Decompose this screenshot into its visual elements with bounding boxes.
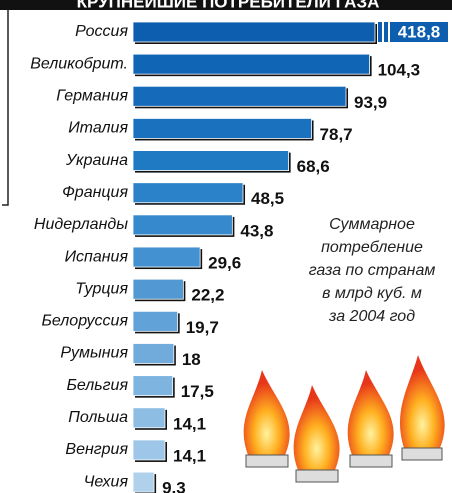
bar-break bbox=[378, 22, 382, 42]
y-tick-label: Россия bbox=[75, 23, 128, 40]
bar bbox=[132, 85, 347, 107]
bar bbox=[132, 278, 184, 300]
y-tick-label: Венгрия bbox=[65, 441, 128, 458]
value-label: 78,7 bbox=[320, 125, 353, 144]
annotation: в млрд куб. м bbox=[322, 285, 422, 302]
bar bbox=[132, 343, 175, 364]
bar bbox=[132, 439, 166, 461]
frame bbox=[2, 10, 9, 206]
value-label: 22,2 bbox=[191, 286, 224, 305]
value-label: 9,3 bbox=[162, 479, 186, 493]
annotation: потребление bbox=[321, 239, 423, 256]
y-tick-label: Германия bbox=[56, 88, 128, 105]
value-label: 18 bbox=[182, 350, 201, 369]
y-tick-label: Белоруссия bbox=[41, 313, 128, 330]
value-label: 17,5 bbox=[181, 382, 214, 401]
y-tick-label: Италия bbox=[68, 120, 128, 137]
value-label: 43,8 bbox=[240, 221, 273, 240]
value-label: 104,3 bbox=[378, 61, 421, 80]
value-label: 48,5 bbox=[251, 189, 284, 208]
y-tick-label: Чехия bbox=[84, 473, 129, 490]
y-tick-label: Украина bbox=[65, 152, 128, 169]
y-tick-label: Великобрит. bbox=[30, 55, 128, 72]
bar bbox=[132, 53, 371, 75]
bar bbox=[132, 21, 376, 43]
bar bbox=[132, 471, 155, 493]
y-tick-label: Нидерланды bbox=[34, 216, 128, 233]
y-tick-label: Испания bbox=[65, 248, 129, 265]
bar bbox=[132, 246, 201, 268]
value-label: 14,1 bbox=[173, 414, 206, 433]
y-tick-label: Франция bbox=[62, 184, 128, 201]
bar bbox=[132, 310, 179, 332]
annotation: за 2004 год bbox=[328, 308, 415, 325]
bar bbox=[132, 182, 244, 204]
flames bbox=[243, 355, 445, 483]
y-tick-label: Румыния bbox=[60, 345, 128, 362]
bar bbox=[132, 118, 312, 139]
annotation: Суммарное bbox=[329, 216, 415, 233]
value-label: 68,6 bbox=[297, 157, 330, 176]
value-label: 19,7 bbox=[186, 318, 219, 337]
value-label: 29,6 bbox=[208, 254, 241, 273]
bar-break bbox=[384, 22, 388, 42]
bar-end bbox=[390, 22, 448, 42]
value-label: 14,1 bbox=[173, 446, 206, 465]
annotation: газа по странам bbox=[309, 262, 436, 279]
y-tick-label: Бельгия bbox=[66, 377, 128, 394]
bar bbox=[132, 375, 174, 397]
value-label: 418,8 bbox=[398, 22, 441, 41]
y-tick-label: Турция bbox=[75, 280, 128, 297]
bar bbox=[132, 407, 166, 429]
bar bbox=[132, 150, 290, 172]
bar bbox=[132, 214, 233, 236]
value-label: 93,9 bbox=[354, 93, 387, 112]
y-tick-label: Польша bbox=[68, 409, 128, 426]
title-band bbox=[0, 0, 452, 10]
chart-title: КРУПНЕЙШИЕ ПОТРЕБИТЕЛИ ГАЗА bbox=[77, 0, 380, 11]
